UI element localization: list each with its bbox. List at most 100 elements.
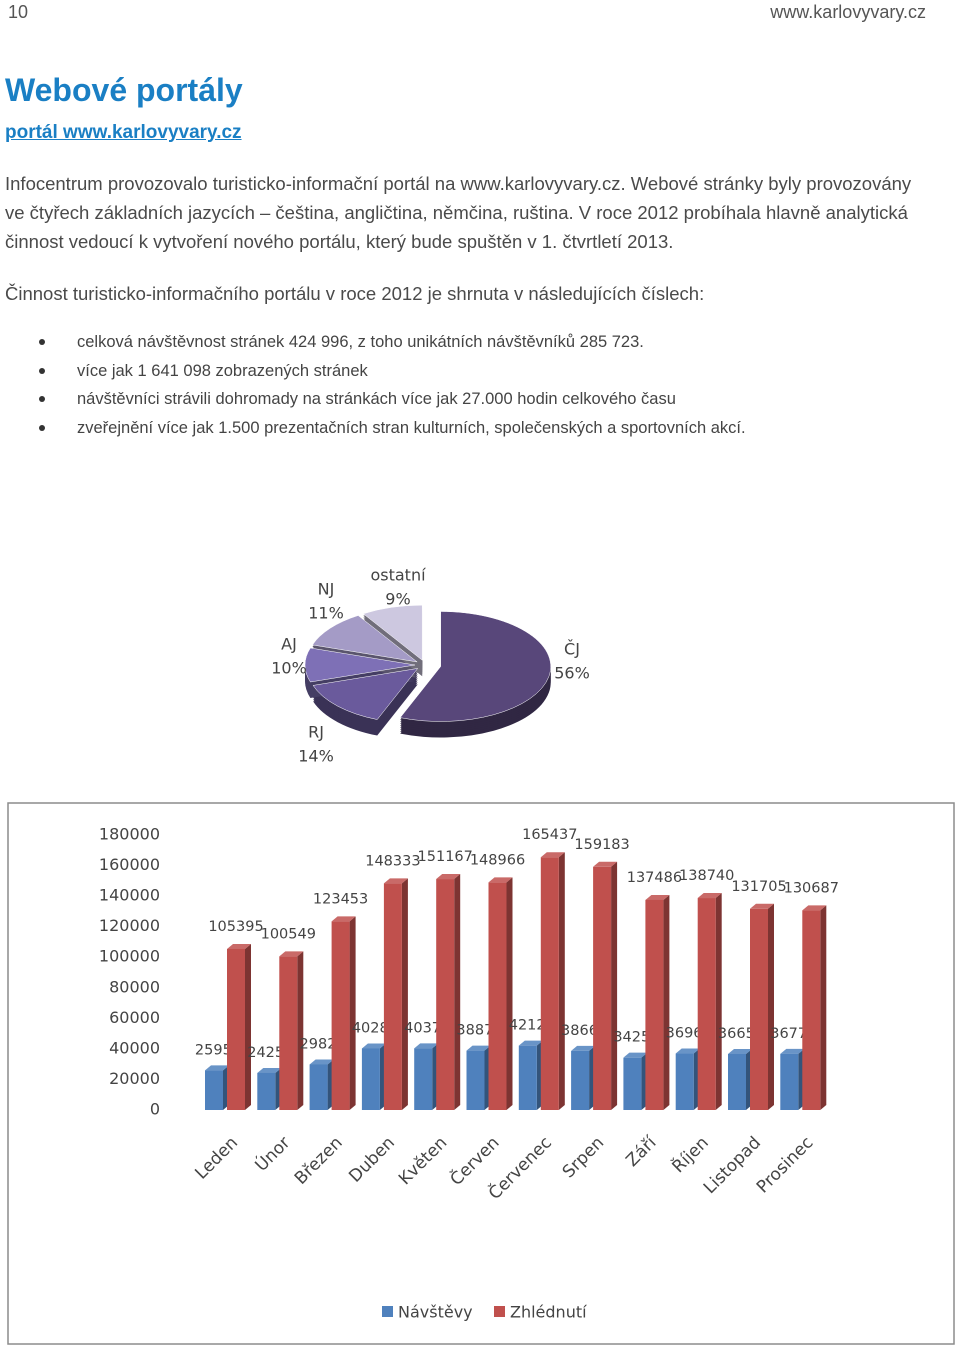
data-label: 148966 (470, 852, 525, 868)
bar-top (802, 905, 827, 911)
y-tick-label: 80000 (109, 977, 160, 996)
subtitle: portál www.karlovyvary.cz (5, 122, 242, 143)
bar (331, 921, 350, 1110)
header-url: www.karlovyvary.cz (770, 2, 926, 22)
data-label: 105395 (208, 919, 263, 935)
data-label: 148333 (365, 853, 420, 869)
x-tick-label: Srpen (559, 1133, 608, 1182)
bar-side (349, 916, 356, 1110)
bullet: návštěvníci strávili dohromady na stránk… (37, 385, 937, 414)
pie-slice (312, 615, 419, 663)
bar-top (279, 951, 304, 957)
bar-top (436, 874, 461, 880)
bar-top (414, 1043, 439, 1049)
bar-side (820, 905, 827, 1110)
bar-side (454, 874, 461, 1110)
pie-slice (312, 668, 419, 720)
bar-side (768, 903, 774, 1110)
bar-top (780, 1048, 805, 1054)
y-tick-label: 60000 (109, 1008, 160, 1027)
bar (383, 883, 402, 1110)
data-label: 123453 (313, 891, 368, 907)
bar-side (558, 852, 565, 1110)
bar-side (611, 861, 618, 1110)
bar (466, 1050, 485, 1110)
y-tick-label: 180000 (99, 825, 160, 844)
bar (309, 1064, 328, 1110)
bullet: více jak 1 641 098 zobrazených stránek (37, 357, 937, 386)
bar-side (401, 878, 408, 1110)
pie-label: ostatní (370, 566, 426, 585)
bar-side (663, 894, 670, 1110)
data-label: 130687 (784, 880, 839, 896)
bar-top (257, 1067, 282, 1073)
pie-slice (362, 604, 423, 661)
bar-side (297, 951, 304, 1110)
bar-side (245, 943, 251, 1110)
bar (593, 866, 612, 1110)
data-label: 137486 (627, 870, 682, 886)
bar (205, 1070, 223, 1110)
pie-label: NJ (318, 580, 335, 599)
pie-value-label: 10% (271, 659, 307, 678)
bar (361, 1048, 380, 1110)
x-tick-label: Leden (191, 1133, 242, 1184)
legend-swatch (382, 1306, 393, 1317)
legend-label: Návštěvy (398, 1303, 473, 1322)
bar-top (361, 1043, 386, 1049)
y-tick-label: 120000 (99, 916, 160, 935)
bar (571, 1050, 590, 1110)
bullet: zveřejnění více jak 1.500 prezentačních … (37, 414, 937, 443)
bar-top (309, 1059, 334, 1065)
title: Webové portály (5, 72, 243, 108)
y-tick-label: 20000 (109, 1069, 160, 1088)
bar-side (506, 877, 513, 1110)
bar-top (728, 1048, 752, 1054)
bar-top (593, 861, 618, 867)
y-tick-label: 160000 (99, 855, 160, 874)
bar-top (540, 852, 565, 858)
bar-top (466, 1045, 491, 1051)
bar (780, 1053, 799, 1110)
bar (623, 1057, 642, 1110)
pie-value-label: 56% (554, 664, 590, 683)
bullet: celková návštěvnost stránek 424 996, z t… (37, 328, 937, 357)
pie-value-label: 9% (385, 590, 410, 609)
bar (750, 908, 768, 1110)
data-label: 131705 (731, 879, 786, 895)
legend-swatch (494, 1306, 505, 1317)
y-tick-label: 100000 (99, 947, 160, 966)
bar-side (715, 893, 722, 1110)
x-tick-label: Duben (345, 1133, 399, 1187)
bar-top (227, 943, 251, 949)
bar-top (205, 1065, 229, 1071)
x-tick-label: Říjen (667, 1132, 713, 1178)
chart-frame (7, 802, 955, 1345)
bar (414, 1048, 433, 1110)
bar-top (697, 893, 722, 899)
bullet-list: celková návštěvnost stránek 424 996, z t… (37, 328, 937, 442)
bar-top (623, 1052, 648, 1058)
y-tick-label: 140000 (99, 886, 160, 905)
bar (540, 857, 559, 1110)
paragraph: Infocentrum provozovalo turisticko-infor… (5, 173, 912, 252)
bar-top (331, 916, 356, 922)
bar (675, 1053, 694, 1110)
data-label: 138740 (679, 868, 734, 884)
bar-top (571, 1045, 596, 1051)
bar (697, 898, 716, 1110)
pie-slice (399, 611, 551, 722)
pie-slice (304, 647, 416, 683)
bar (257, 1072, 276, 1110)
data-label: 165437 (522, 827, 577, 843)
data-label: 100549 (261, 926, 316, 942)
bar (645, 899, 664, 1110)
bar-top (518, 1040, 543, 1046)
paragraph: Činnost turisticko-informačního portálu … (5, 283, 705, 304)
pie-value-label: 14% (298, 747, 334, 766)
pie-label: ČJ (564, 640, 580, 659)
data-label: 159183 (574, 837, 629, 853)
page-number: 10 (8, 2, 29, 22)
